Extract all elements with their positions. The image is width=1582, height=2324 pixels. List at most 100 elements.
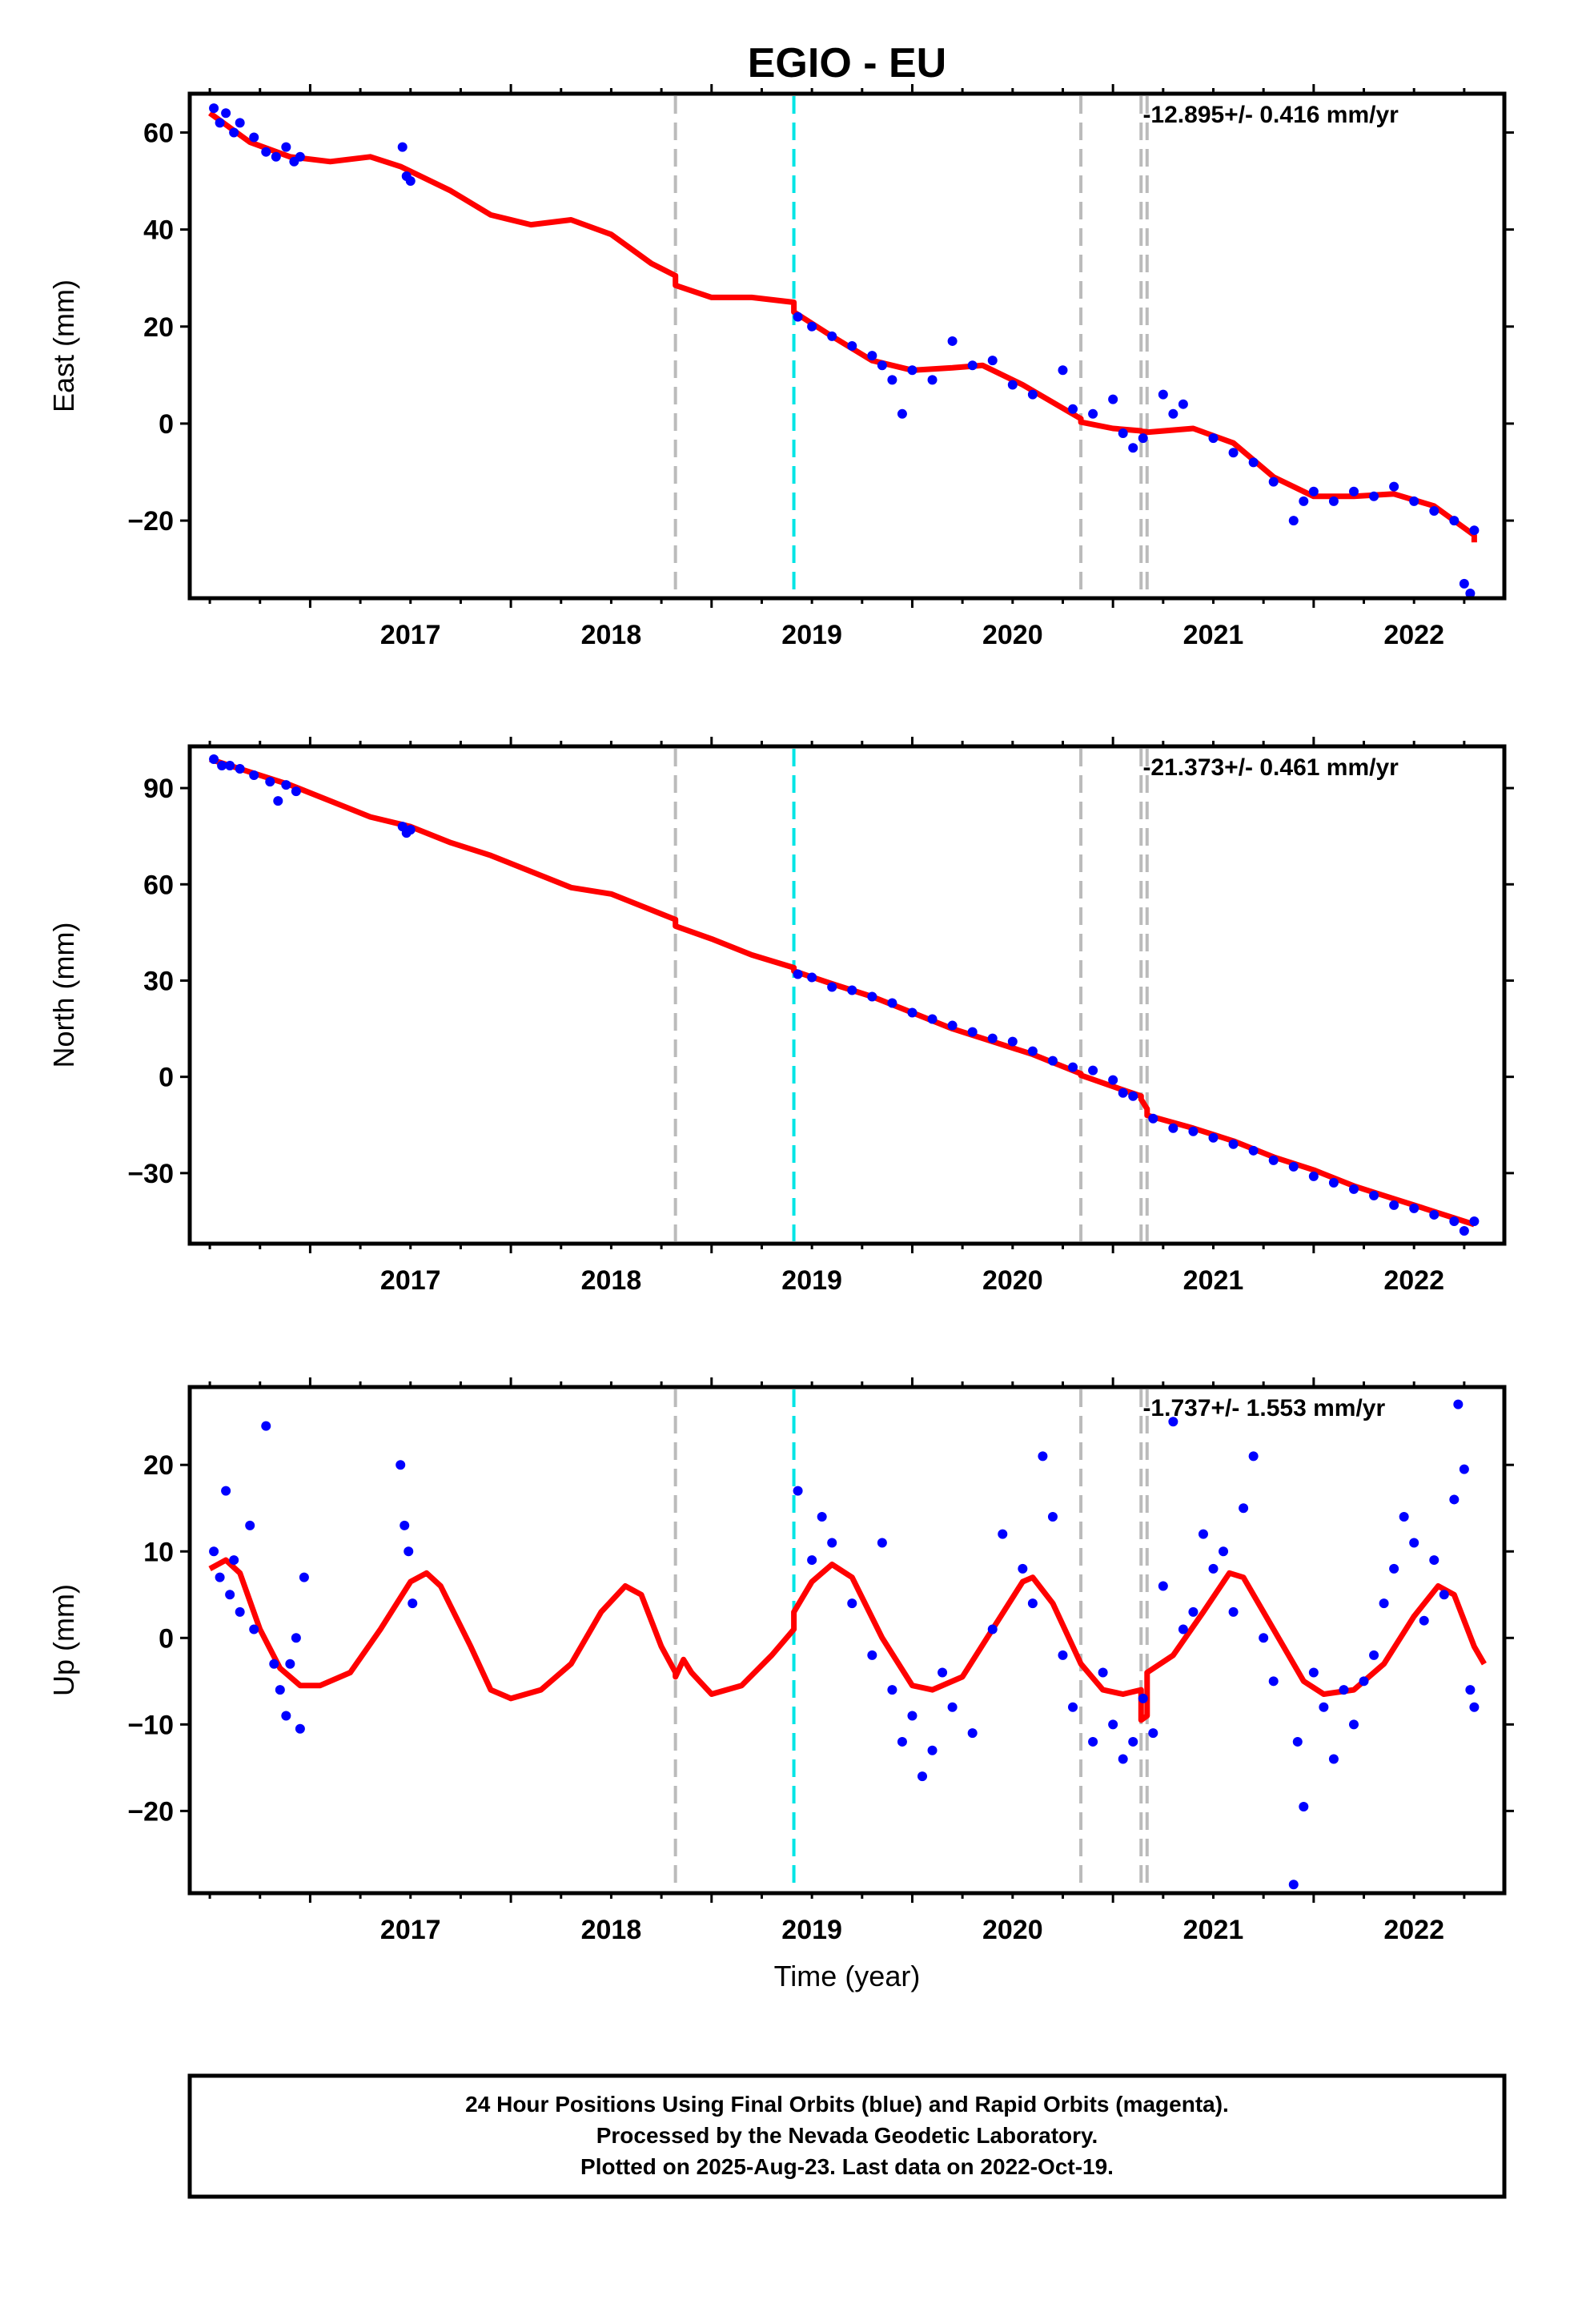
north-axis-label: North (mm): [47, 923, 80, 1068]
east-y-tick-label: 60: [143, 118, 174, 148]
east-data-point: [209, 103, 219, 114]
up-x-tick-label: 2019: [781, 1915, 842, 1945]
north-panel-frame: [187, 744, 1507, 1246]
up-data-point: [1058, 1650, 1068, 1660]
east-data-point: [1465, 588, 1476, 598]
up-data-point: [1288, 1880, 1299, 1890]
north-data-point: [217, 761, 227, 771]
up-data-point: [897, 1736, 907, 1747]
up-data-point: [1419, 1615, 1429, 1626]
east-data-point: [1459, 578, 1469, 589]
north-data-point: [1228, 1139, 1239, 1149]
north-data-point: [987, 1033, 998, 1043]
north-x-tick-label: 2020: [982, 1265, 1043, 1296]
east-data-point: [1389, 481, 1399, 492]
east-data-point: [397, 142, 408, 152]
east-data-point: [897, 408, 907, 419]
up-data-point: [1399, 1512, 1409, 1522]
east-data-point: [987, 356, 998, 366]
up-data-point: [291, 1633, 301, 1643]
up-data-point: [1359, 1676, 1369, 1687]
east-data-point: [793, 312, 803, 322]
up-data-point: [1228, 1606, 1239, 1617]
north-y-tick-label: 90: [143, 774, 174, 804]
up-data-point: [1248, 1451, 1259, 1462]
up-data-point: [1068, 1702, 1078, 1712]
up-data-point: [1268, 1676, 1279, 1687]
east-data-point: [1068, 404, 1078, 414]
up-data-point: [817, 1512, 827, 1522]
up-x-tick-label: 2018: [581, 1915, 642, 1945]
north-data-point: [225, 761, 235, 771]
north-data-point: [1088, 1065, 1098, 1076]
north-y-tick-label: 60: [143, 870, 174, 900]
x-axis-label: Time (year): [774, 1960, 921, 1992]
north-data-point: [1348, 1184, 1359, 1194]
up-y-tick-label: 20: [143, 1450, 174, 1481]
up-axis-label: Up (mm): [47, 1584, 80, 1696]
up-data-point: [1319, 1702, 1329, 1712]
north-data-point: [947, 1020, 958, 1031]
east-y-tick-label: −20: [127, 506, 174, 537]
up-data-point: [275, 1685, 285, 1695]
north-data-point: [807, 972, 817, 983]
up-data-point: [299, 1572, 309, 1582]
east-data-point: [907, 365, 917, 376]
footer-line-2: Processed by the Nevada Geodetic Laborat…: [596, 2123, 1098, 2148]
east-data-point: [235, 118, 245, 128]
north-x-tick-label: 2018: [581, 1265, 642, 1296]
north-y-tick-label: 0: [159, 1063, 174, 1093]
north-data-point: [887, 998, 897, 1008]
east-data-point: [1108, 394, 1118, 404]
up-data-point: [285, 1659, 295, 1669]
east-data-point: [1228, 448, 1239, 458]
east-data-point: [221, 108, 231, 119]
up-data-point: [396, 1460, 406, 1470]
up-data-point: [1439, 1590, 1449, 1600]
north-data-point: [281, 780, 291, 790]
north-data-point: [1108, 1075, 1118, 1085]
east-data-point: [229, 127, 239, 138]
up-data-point: [1292, 1736, 1303, 1747]
east-data-point: [1178, 399, 1188, 409]
up-data-point: [1188, 1606, 1199, 1617]
north-rate-label: -21.373+/- 0.461 mm/yr: [1142, 754, 1399, 781]
east-data-point: [1409, 496, 1419, 506]
up-data-point: [1098, 1667, 1108, 1678]
up-data-point: [1259, 1633, 1269, 1643]
up-data-point: [1219, 1546, 1229, 1557]
east-x-tick-label: 2018: [581, 620, 642, 650]
north-data-point: [967, 1027, 978, 1037]
up-data-point: [1027, 1598, 1038, 1609]
east-data-point: [1268, 476, 1279, 487]
north-data-point: [1459, 1225, 1469, 1236]
up-data-point: [877, 1538, 887, 1548]
up-data-point: [1465, 1685, 1476, 1695]
north-data-point: [1068, 1062, 1078, 1072]
north-data-point: [793, 969, 803, 979]
up-data-point: [827, 1538, 837, 1548]
north-data-point: [1188, 1126, 1199, 1136]
up-data-point: [1379, 1598, 1389, 1609]
north-data-point: [209, 754, 219, 765]
north-data-point: [1308, 1171, 1319, 1181]
up-data-point: [1299, 1801, 1309, 1811]
east-data-point: [281, 142, 291, 152]
up-data-point: [1198, 1529, 1208, 1539]
up-data-point: [907, 1711, 917, 1721]
east-data-point: [215, 118, 225, 128]
up-data-point: [938, 1667, 948, 1678]
up-data-point: [807, 1555, 817, 1566]
east-data-point: [261, 147, 271, 157]
east-data-point: [867, 351, 877, 361]
east-data-point: [1208, 433, 1219, 444]
north-data-point: [1168, 1123, 1178, 1133]
north-x-tick-label: 2022: [1383, 1265, 1444, 1296]
east-y-tick-label: 0: [159, 409, 174, 440]
up-data-point: [917, 1771, 928, 1782]
up-data-point: [927, 1745, 938, 1755]
north-data-point: [235, 764, 245, 774]
up-data-point: [404, 1546, 414, 1557]
east-data-point: [271, 151, 281, 162]
up-data-point: [1168, 1417, 1178, 1427]
